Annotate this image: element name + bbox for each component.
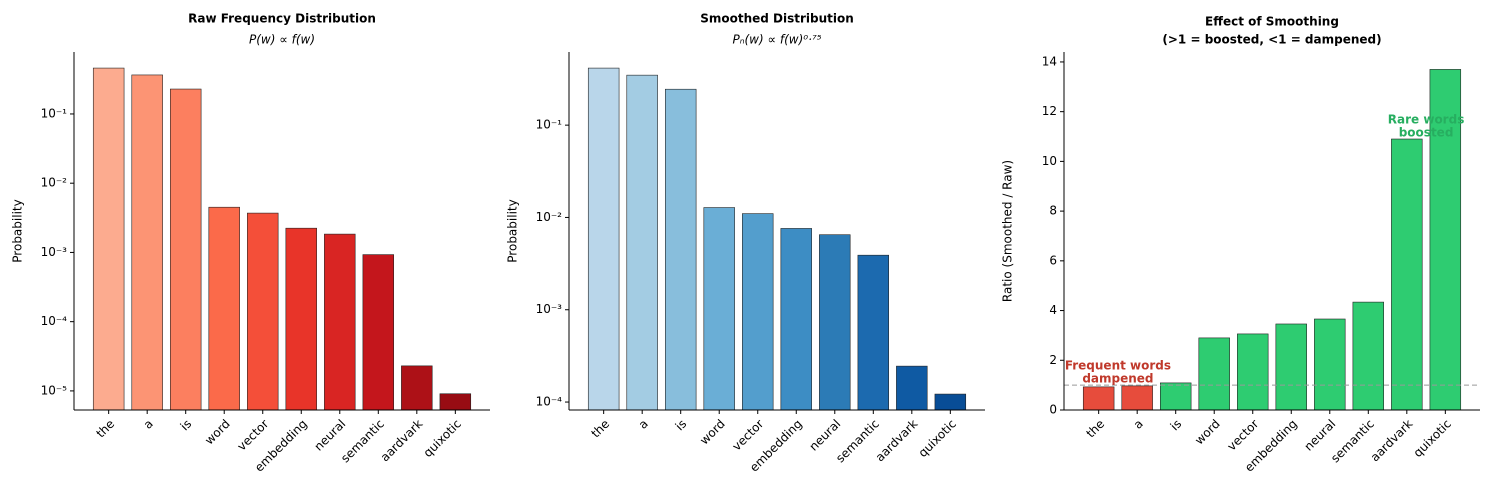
bar: [1237, 333, 1269, 411]
bar: [857, 254, 890, 411]
bar: [896, 365, 928, 411]
bar: [401, 365, 433, 411]
x-tick-label: vector: [1225, 417, 1262, 454]
x-tick-label: quixotic: [421, 417, 464, 460]
x-tick-label: vector: [730, 417, 767, 454]
annotation: Rare words: [1388, 113, 1465, 127]
bar: [742, 213, 774, 411]
bar: [439, 393, 472, 411]
y-tick-label: 0: [1049, 403, 1057, 417]
bar: [362, 254, 395, 411]
bar: [1198, 337, 1230, 411]
x-tick-label: word: [1192, 417, 1223, 448]
chart-title: Raw Frequency Distribution: [188, 12, 376, 26]
x-tick-label: aardvark: [873, 417, 921, 465]
bar: [247, 212, 279, 411]
x-tick-label: the: [1083, 417, 1107, 441]
bar: [819, 234, 851, 411]
chart-title: (>1 = boosted, <1 = dampened): [1162, 33, 1381, 47]
y-tick-label: 10⁻²: [41, 176, 68, 190]
x-tick-label: is: [1168, 417, 1185, 434]
x-tick-label: the: [93, 417, 117, 441]
bar: [324, 233, 356, 411]
y-axis-label: Ratio (Smoothed / Raw): [1001, 160, 1015, 302]
y-tick-label: 8: [1049, 204, 1057, 218]
x-tick-label: word: [202, 417, 233, 448]
bar: [1082, 386, 1115, 411]
y-tick-label: 14: [1042, 54, 1057, 68]
x-tick-label: quixotic: [916, 417, 959, 460]
bar: [1159, 382, 1192, 411]
bar: [1275, 323, 1307, 411]
bar: [703, 207, 735, 411]
bar: [1391, 138, 1423, 411]
bar: [92, 67, 125, 411]
x-tick-label: neural: [806, 417, 843, 454]
bar: [780, 228, 812, 411]
x-tick-label: neural: [1301, 417, 1338, 454]
x-tick-label: neural: [311, 417, 348, 454]
bar: [587, 67, 620, 411]
bar: [1352, 301, 1385, 411]
bar: [934, 393, 967, 411]
chart-subtitle: P(w) ∝ f(w): [249, 33, 315, 47]
x-tick-label: word: [697, 417, 728, 448]
x-tick-label: is: [673, 417, 690, 434]
bar: [131, 74, 163, 411]
y-tick-label: 10⁻²: [536, 210, 563, 224]
x-tick-label: vector: [235, 417, 272, 454]
y-tick-label: 10⁻¹: [536, 118, 563, 132]
y-tick-label: 10⁻⁴: [536, 395, 563, 409]
chart-subtitle: Pₙ(w) ∝ f(w)⁰·⁷⁵: [732, 33, 821, 47]
bar: [1121, 385, 1153, 411]
y-tick-label: 10⁻³: [536, 302, 563, 316]
annotation: boosted: [1399, 126, 1454, 140]
bar: [1314, 318, 1346, 411]
chart-title: Smoothed Distribution: [700, 12, 854, 26]
y-tick-label: 6: [1049, 253, 1057, 267]
y-tick-label: 10⁻⁵: [41, 383, 68, 397]
y-tick-label: 10: [1042, 154, 1057, 168]
x-tick-label: is: [178, 417, 195, 434]
x-tick-label: a: [141, 417, 156, 432]
bar: [1429, 69, 1462, 411]
y-tick-label: 2: [1049, 353, 1057, 367]
annotation: Frequent words: [1065, 359, 1171, 373]
x-tick-label: quixotic: [1411, 417, 1454, 460]
x-tick-label: the: [588, 417, 612, 441]
y-tick-label: 12: [1042, 104, 1057, 118]
x-tick-label: aardvark: [1368, 417, 1416, 465]
y-axis-label: Probability: [506, 199, 520, 262]
x-tick-label: aardvark: [378, 417, 426, 465]
bar: [664, 88, 697, 411]
annotation: dampened: [1082, 372, 1153, 386]
y-tick-label: 10⁻³: [41, 245, 68, 259]
y-tick-label: 10⁻⁴: [41, 314, 68, 328]
bar: [285, 227, 317, 411]
y-axis-label: Probability: [11, 199, 25, 262]
bar: [169, 88, 202, 411]
bar: [626, 74, 658, 411]
y-tick-label: 4: [1049, 303, 1057, 317]
x-tick-label: a: [1131, 417, 1146, 432]
y-tick-label: 10⁻¹: [41, 106, 68, 120]
x-tick-label: a: [636, 417, 651, 432]
bar: [208, 206, 240, 411]
chart-title: Effect of Smoothing: [1205, 15, 1339, 29]
